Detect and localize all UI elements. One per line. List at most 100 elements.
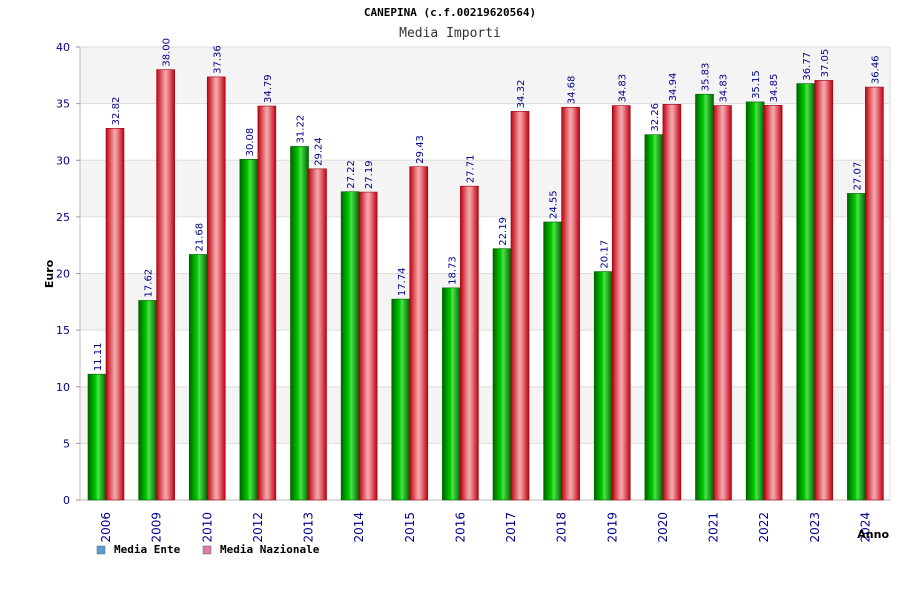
y-tick-label: 40 [56,41,70,54]
data-label: 34.32 [516,80,527,109]
chart-title: CANEPINA (c.f.00219620564) [364,6,536,19]
data-label: 27.22 [346,160,357,189]
x-tick-label: 2015 [403,512,417,543]
bar-media-ente-2012 [239,159,259,501]
bar-media-nazionale-2019 [611,105,631,501]
data-label: 29.43 [415,135,426,164]
y-axis-label: Euro [43,259,56,288]
chart-subtitle: Media Importi [399,26,501,41]
data-label: 21.68 [194,223,205,252]
x-tick-label: 2023 [808,512,822,543]
data-label: 24.55 [549,190,560,219]
data-label: 30.08 [245,128,256,157]
data-label: 27.07 [852,162,863,191]
x-tick-label: 2014 [352,512,366,543]
data-label: 18.73 [447,256,458,285]
data-label: 34.83 [719,74,730,103]
x-tick-label: 2006 [99,512,113,543]
bar-media-ente-2009 [138,300,157,501]
bar-media-ente-2024 [847,193,866,501]
bar-media-ente-2020 [644,134,664,501]
data-label: 17.74 [397,267,408,296]
x-tick-label: 2016 [453,512,467,543]
bar-media-nazionale-2020 [662,104,682,501]
data-label: 34.68 [567,76,578,105]
data-label: 11.11 [93,343,104,372]
data-label: 34.83 [617,74,628,103]
bar-media-nazionale-2021 [713,105,732,501]
legend: Media Ente Media Nazionale [96,543,320,556]
bar-media-nazionale-2023 [814,80,834,501]
data-label: 32.26 [650,103,661,132]
bar-media-ente-2014 [340,191,360,501]
legend-label-media-ente: Media Ente [114,543,181,556]
x-tick-label: 2010 [200,512,214,543]
legend-swatch-media-ente [96,545,106,555]
x-tick-label: 2019 [605,512,619,543]
y-tick-label: 30 [56,154,70,167]
data-label: 36.77 [802,52,813,81]
data-label: 34.79 [263,74,274,103]
data-label: 29.24 [314,137,325,166]
y-tick-label: 0 [63,494,70,507]
data-label: 34.85 [769,74,780,103]
y-tick-label: 10 [56,381,70,394]
bar-media-nazionale-2017 [510,111,530,501]
bar-media-nazionale-2015 [409,166,429,501]
x-tick-label: 2020 [656,512,670,543]
bar-media-ente-2019 [593,271,613,501]
y-tick-label: 15 [56,324,70,337]
bar-media-nazionale-2018 [561,106,580,501]
data-label: 34.94 [668,73,679,102]
bar-media-ente-2017 [492,248,512,501]
bar-media-ente-2021 [695,93,714,501]
x-axis-label: Anno [857,528,889,541]
bar-media-nazionale-2024 [865,86,884,501]
bar-media-ente-2015 [391,298,411,501]
y-tick-label: 35 [56,98,70,111]
bar-media-ente-2022 [745,101,765,501]
x-tick-label: 2013 [302,512,316,543]
legend-label-media-nazionale: Media Nazionale [220,543,320,556]
x-tick-label: 2018 [555,512,569,543]
bar-media-nazionale-2013 [308,168,327,501]
bar-media-nazionale-2009 [156,69,175,501]
bar-media-ente-2023 [796,83,816,501]
data-label: 37.36 [212,45,223,74]
y-axis-ticks: 0 5 10 15 20 25 30 35 40 [56,41,80,507]
bar-media-ente-2010 [188,254,208,501]
data-label: 36.46 [870,55,881,84]
bar-media-nazionale-2016 [460,185,479,501]
bar-media-nazionale-2006 [105,128,125,501]
data-label: 37.05 [820,49,831,78]
x-tick-label: 2012 [251,512,265,543]
x-axis-ticks: 2006 2009 2010 2012 2013 2014 2015 2016 2017 2018… [99,512,872,543]
data-label: 20.17 [599,240,610,269]
data-label: 27.71 [465,155,476,184]
x-tick-label: 2021 [707,512,721,543]
bar-media-ente-2016 [442,287,461,501]
data-label: 27.19 [364,160,375,189]
bar-media-nazionale-2014 [358,191,378,501]
data-labels: 11.11 32.82 17.62 38.00 21.68 37.36 30.08 34.79… [93,38,881,371]
x-tick-label: 2009 [150,512,164,543]
x-tick-label: 2022 [757,512,771,543]
data-label: 35.83 [701,63,712,92]
data-label: 35.15 [751,70,762,99]
bars [87,69,884,501]
y-tick-label: 5 [63,437,70,450]
data-label: 17.62 [144,269,155,298]
bar-media-ente-2006 [87,373,107,501]
y-tick-label: 25 [56,211,70,224]
bar-media-nazionale-2012 [257,105,277,501]
data-label: 32.82 [111,97,122,126]
x-tick-label: 2024 [858,512,872,543]
bar-media-ente-2013 [290,146,309,501]
bar-media-nazionale-2010 [206,76,226,501]
bar-media-nazionale-2022 [763,105,783,501]
bar-media-ente-2018 [543,221,562,501]
data-label: 38.00 [162,38,173,67]
y-tick-label: 20 [56,268,70,281]
legend-swatch-media-nazionale [202,545,212,555]
